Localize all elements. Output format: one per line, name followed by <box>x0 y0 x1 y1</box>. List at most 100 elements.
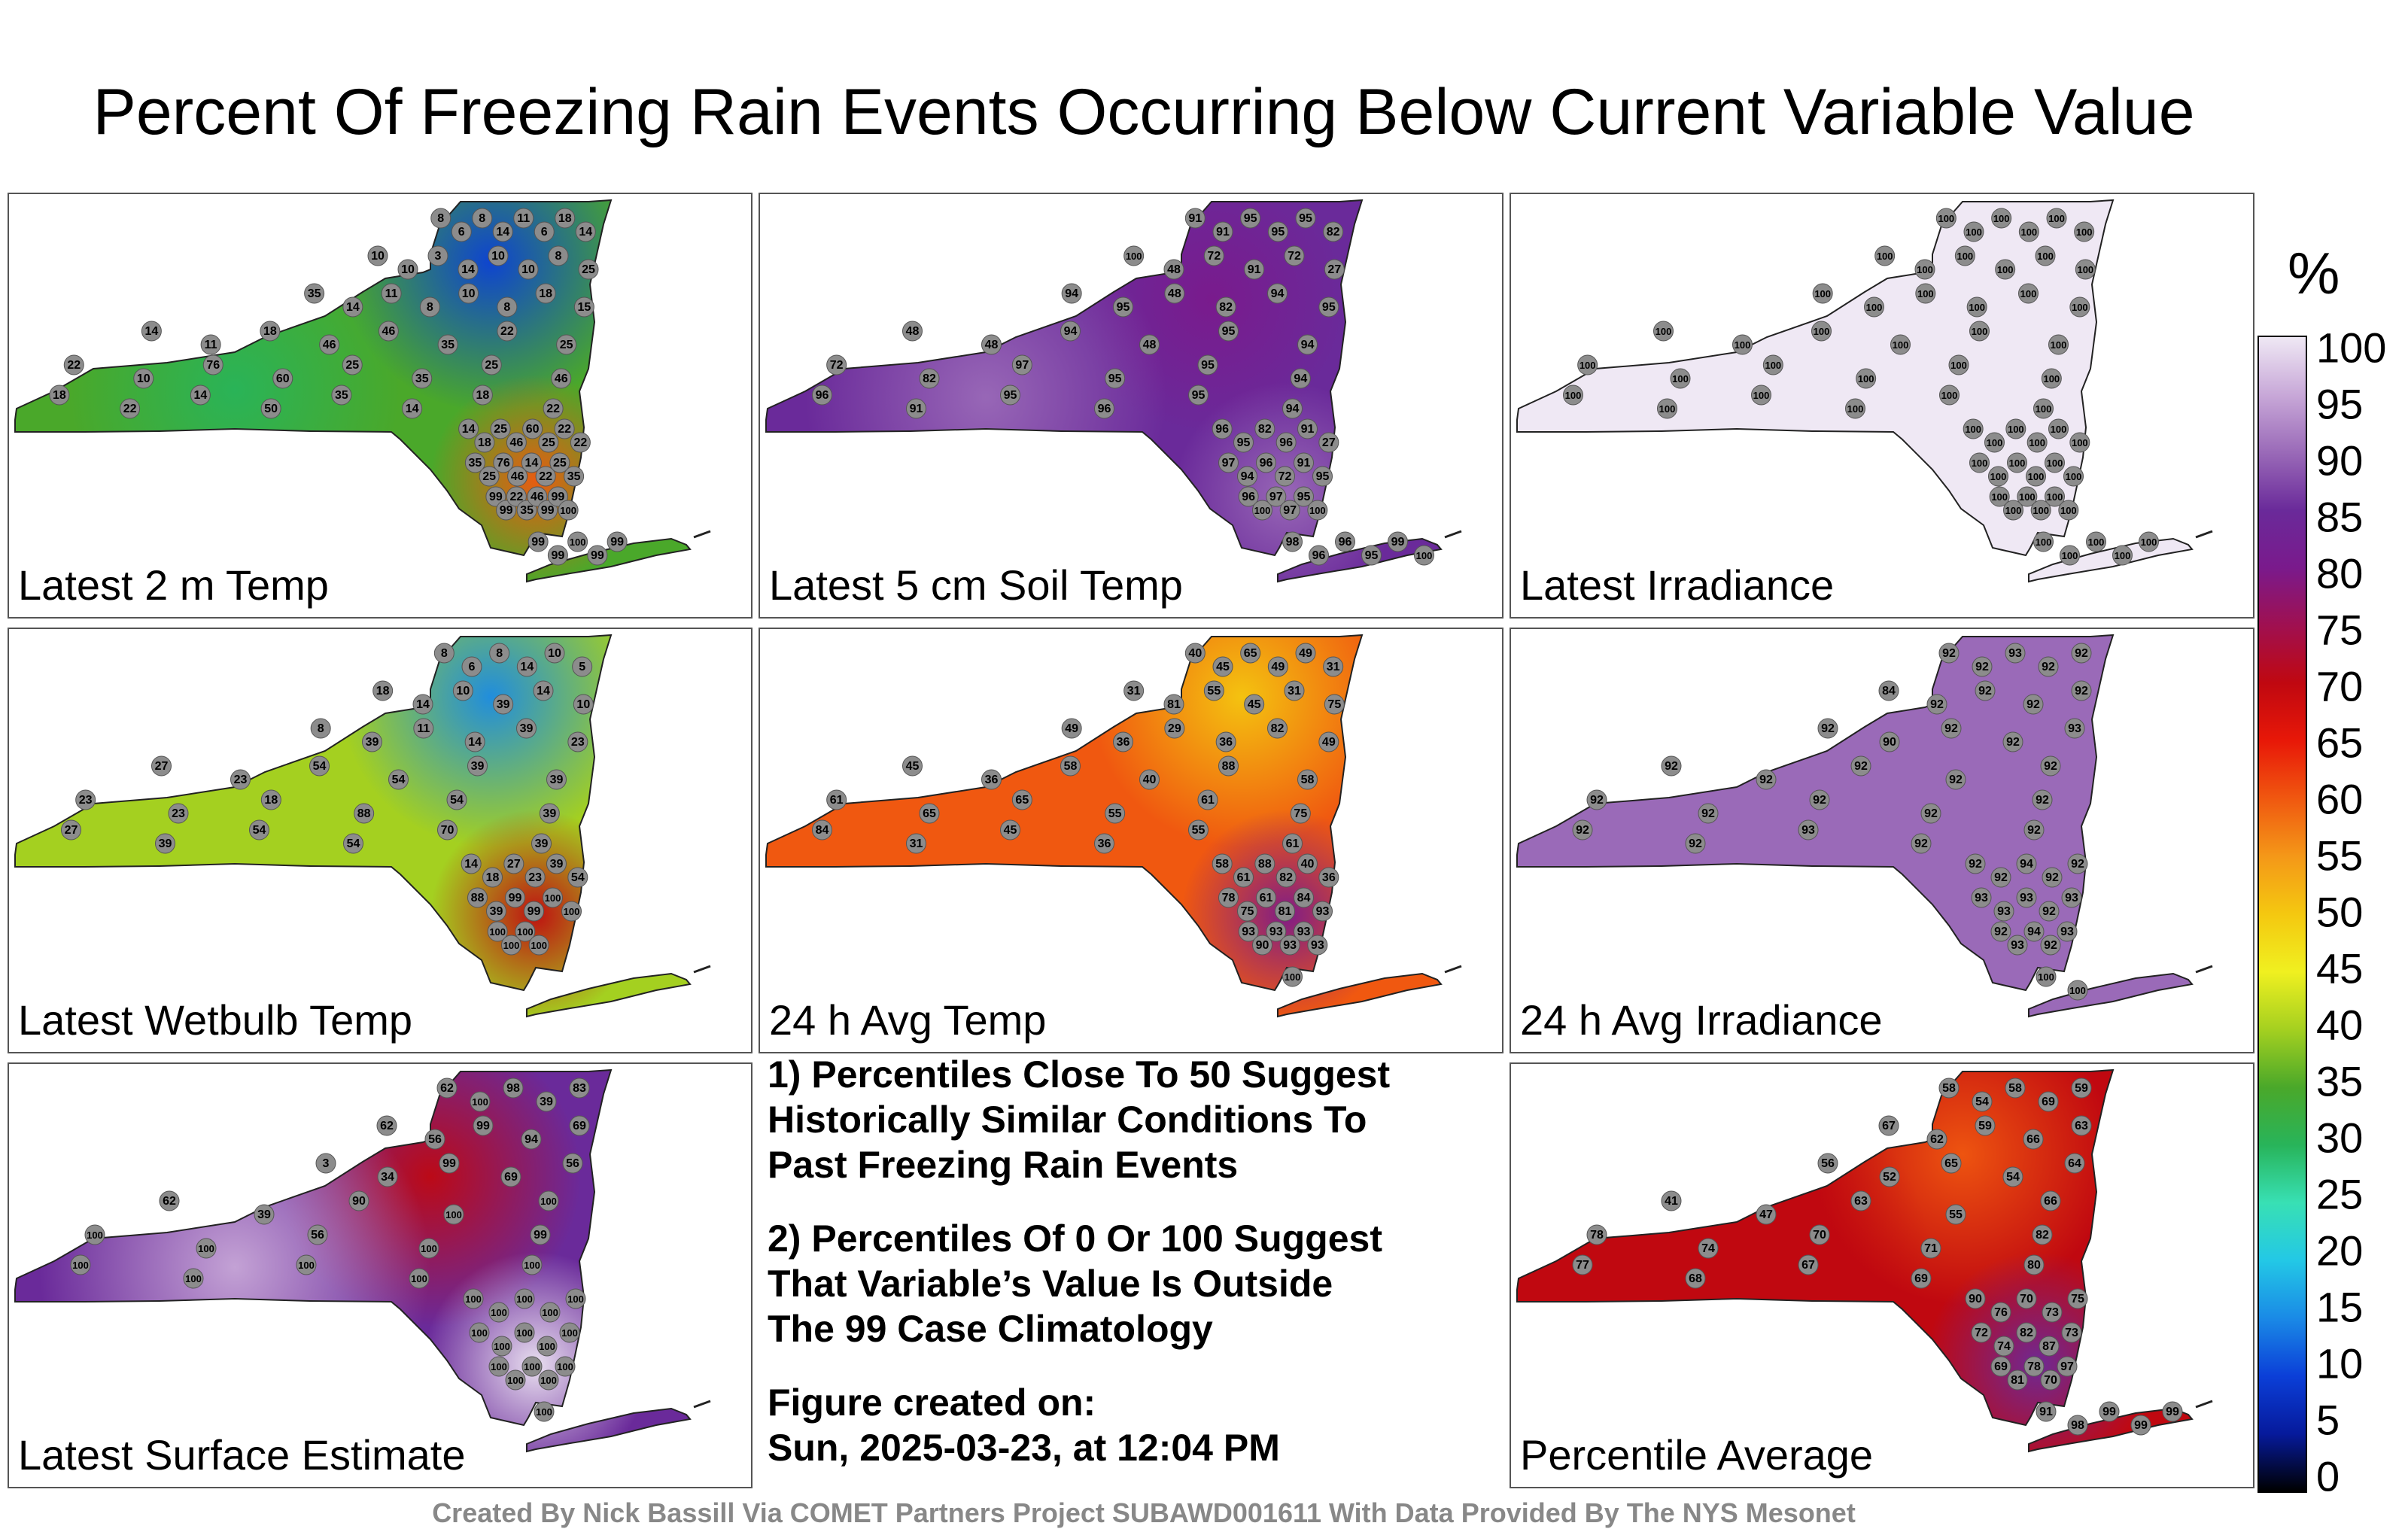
station-marker: 65 <box>1941 1153 1962 1174</box>
station-value: 94 <box>1064 325 1078 338</box>
station-marker: 39 <box>539 803 560 824</box>
station-value: 97 <box>1269 491 1283 503</box>
station-value: 22 <box>558 423 571 436</box>
colorbar-tick-label: 65 <box>2316 719 2364 767</box>
station-marker: 100 <box>515 921 536 942</box>
station-value: 100 <box>411 1273 427 1284</box>
station-value: 92 <box>1576 824 1589 837</box>
station-value: 100 <box>560 505 576 516</box>
station-value: 18 <box>539 287 552 300</box>
station-marker: 39 <box>546 769 567 790</box>
station-value: 100 <box>2088 536 2105 548</box>
station-value: 98 <box>2071 1419 2084 1432</box>
map-latest-irradiance: 1001001001001001001001001001001001001001… <box>1516 199 2213 583</box>
fishers-island-mark <box>2195 965 2213 974</box>
station-marker: 100 <box>2005 418 2026 439</box>
station-marker: 100 <box>2139 531 2159 552</box>
fishers-island-mark <box>693 965 711 974</box>
station-marker: 94 <box>521 1129 542 1150</box>
station-marker: 8 <box>548 245 569 266</box>
station-value: 92 <box>1813 794 1826 807</box>
station-value: 93 <box>2011 939 2024 952</box>
station-marker: 46 <box>527 486 548 507</box>
station-value: 46 <box>531 491 544 503</box>
station-value: 100 <box>491 1361 507 1372</box>
station-marker: 76 <box>202 354 223 375</box>
station-value: 94 <box>1286 403 1300 415</box>
note-percentile-50: 1) Percentiles Close To 50 Suggest Histo… <box>768 1053 1391 1186</box>
station-value: 72 <box>1207 250 1221 263</box>
station-value: 99 <box>442 1157 456 1170</box>
station-marker: 49 <box>1267 656 1288 677</box>
station-value: 3 <box>323 1157 330 1170</box>
station-marker: 36 <box>1094 833 1114 854</box>
station-value: 69 <box>573 1120 586 1132</box>
station-marker: 22 <box>570 432 591 453</box>
station-marker: 31 <box>906 833 926 854</box>
station-marker: 100 <box>470 1091 491 1112</box>
station-marker: 39 <box>486 901 506 922</box>
station-value: 99 <box>551 491 564 503</box>
station-marker: 93 <box>1294 921 1314 942</box>
station-marker: 99 <box>547 545 568 566</box>
map-field-region <box>69 224 400 555</box>
station-marker: 99 <box>524 901 544 922</box>
station-value: 100 <box>540 1196 557 1207</box>
station-marker: 54 <box>1972 1091 1993 1112</box>
station-marker: 31 <box>1123 680 1145 701</box>
station-marker: 100 <box>1963 418 1984 439</box>
station-value: 78 <box>2027 1360 2041 1373</box>
station-value: 100 <box>1991 491 2008 503</box>
station-value: 63 <box>1854 1195 1868 1208</box>
station-value: 39 <box>159 837 172 850</box>
station-marker: 67 <box>1798 1254 1819 1275</box>
station-value: 98 <box>1286 536 1300 549</box>
station-marker: 100 <box>2069 432 2090 453</box>
station-value: 95 <box>1299 212 1312 225</box>
station-value: 10 <box>456 685 470 698</box>
station-marker: 95 <box>1295 208 1316 229</box>
station-value: 72 <box>1278 470 1292 483</box>
station-marker: 59 <box>1975 1115 1996 1136</box>
station-marker: 54 <box>388 769 409 790</box>
station-value: 74 <box>1701 1242 1715 1255</box>
state-outline <box>1516 199 2115 557</box>
explanatory-notes: 1) Percentiles Close To 50 Suggest Histo… <box>768 1052 1475 1499</box>
station-value: 10 <box>137 372 150 385</box>
station-marker: 100 <box>1991 208 2012 229</box>
station-marker: 76 <box>1990 1302 2011 1323</box>
station-marker: 61 <box>1233 867 1254 888</box>
station-marker: 27 <box>151 755 172 777</box>
station-marker: 23 <box>75 789 96 810</box>
station-value: 27 <box>1322 436 1336 449</box>
station-value: 100 <box>524 1361 540 1372</box>
station-value: 100 <box>1659 403 1676 415</box>
station-value: 14 <box>496 226 509 239</box>
station-value: 94 <box>1294 372 1307 385</box>
panel-latest-irradiance: 100 100 100 100 100 100 100 100 100 100 100 100 100 1… <box>1510 193 2254 619</box>
station-marker: 96 <box>1094 398 1114 419</box>
station-value: 67 <box>1882 1120 1896 1132</box>
station-marker: 100 <box>1414 545 1434 566</box>
station-marker: 100 <box>501 935 521 956</box>
station-marker: 94 <box>1060 321 1081 342</box>
station-marker: 18 <box>472 385 493 406</box>
station-value: 92 <box>2027 824 2041 837</box>
station-marker: 100 <box>1653 321 1674 342</box>
station-marker: 39 <box>536 1091 557 1112</box>
station-marker: 95 <box>1000 385 1020 406</box>
map-latest-2m-temp: 8681411618141010314101082535141181081815… <box>14 199 711 583</box>
station-value: 92 <box>2036 794 2049 807</box>
station-marker: 34 <box>377 1166 398 1187</box>
station-value: 8 <box>437 212 444 225</box>
station-marker: 92 <box>2071 680 2092 701</box>
station-value: 100 <box>87 1230 103 1241</box>
station-marker: 92 <box>1938 643 1960 664</box>
station-value: 92 <box>1759 774 1773 786</box>
colorbar-tick-label: 70 <box>2316 662 2364 710</box>
station-value: 97 <box>1015 359 1029 372</box>
station-marker: 50 <box>260 398 281 419</box>
station-marker: 18 <box>482 867 503 888</box>
station-marker: 70 <box>1809 1224 1830 1245</box>
station-marker: 48 <box>981 334 1002 355</box>
